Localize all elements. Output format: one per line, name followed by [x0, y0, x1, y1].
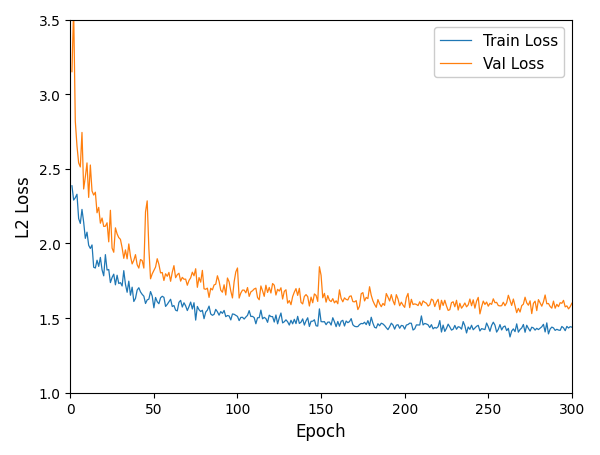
- Val Loss: [368, 293, 375, 298]
- Train Loss: [568, 325, 575, 330]
- Train Loss: [68, 184, 76, 189]
- Val Loss: [68, 70, 76, 75]
- Val Loss: [568, 301, 575, 306]
- X-axis label: Epoch: Epoch: [296, 422, 346, 440]
- Legend: Train Loss, Val Loss: Train Loss, Val Loss: [434, 28, 564, 78]
- Line: Train Loss: Train Loss: [72, 187, 572, 337]
- Train Loss: [523, 323, 530, 328]
- Train Loss: [366, 323, 373, 329]
- Val Loss: [70, 6, 77, 12]
- Val Loss: [493, 300, 500, 305]
- Train Loss: [70, 198, 77, 203]
- Train Loss: [506, 334, 514, 340]
- Val Loss: [376, 301, 383, 307]
- Train Loss: [490, 320, 497, 325]
- Val Loss: [476, 312, 484, 317]
- Y-axis label: L2 Loss: L2 Loss: [15, 176, 33, 238]
- Val Loss: [366, 284, 373, 290]
- Train Loss: [374, 321, 382, 327]
- Val Loss: [71, 119, 79, 125]
- Train Loss: [364, 318, 371, 324]
- Line: Val Loss: Val Loss: [72, 9, 572, 314]
- Val Loss: [525, 303, 532, 308]
